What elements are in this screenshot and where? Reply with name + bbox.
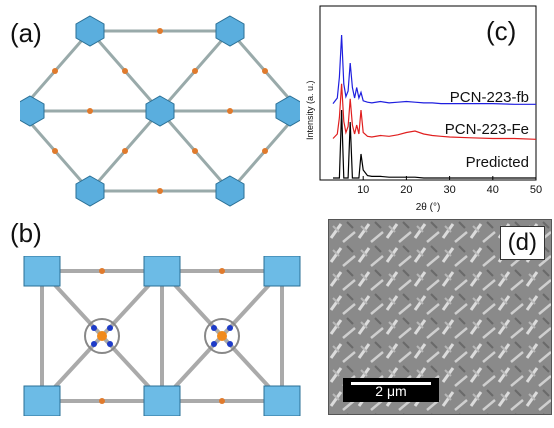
structure-a-image (20, 15, 300, 207)
xrd-xtick-label: 10 (357, 184, 369, 196)
panel-label-d: (d) (499, 226, 545, 260)
xrd-xlabel: 2θ (°) (416, 202, 441, 213)
xrd-chart: 10 20 30 40 50 (c) PCN-223-fb PCN-223-Fe Pre… (305, 5, 542, 213)
xrd-ylabel: Intensity (a. u.) (305, 80, 315, 140)
xrd-series-label-fe: PCN-223-Fe (445, 121, 529, 138)
sem-image: (d) 2 μm (328, 219, 552, 415)
xrd-series-line-1 (332, 83, 537, 140)
xrd-series-line-0 (332, 34, 536, 105)
scale-bar-line (351, 382, 431, 385)
panel-label-c: (c) (486, 16, 516, 46)
xrd-series-label-fb: PCN-223-fb (450, 89, 529, 106)
xrd-xtick-label: 50 (530, 184, 542, 196)
panel-label-b: (b) (10, 218, 42, 248)
structure-b-image (23, 256, 301, 416)
xrd-xtick-label: 40 (487, 184, 499, 196)
scale-bar: 2 μm (343, 378, 439, 402)
xrd-series-label-predicted: Predicted (466, 154, 529, 171)
xrd-xtick-label: 30 (443, 184, 455, 196)
panel-label-a: (a) (10, 18, 42, 48)
xrd-series-line-2 (333, 109, 536, 179)
xrd-xtick-label: 20 (400, 184, 412, 196)
scale-bar-label: 2 μm (375, 383, 407, 399)
